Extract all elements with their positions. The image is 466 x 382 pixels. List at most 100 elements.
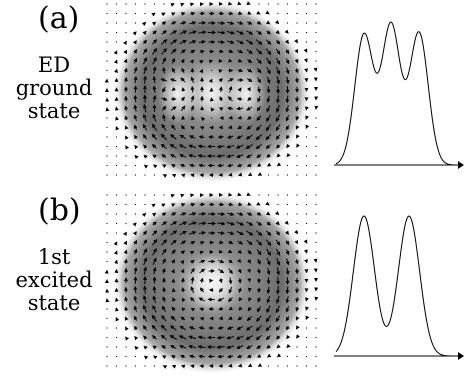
field-arrow xyxy=(123,40,127,46)
field-arrow xyxy=(256,315,262,322)
field-dot xyxy=(115,222,118,225)
field-arrow xyxy=(294,268,299,275)
field-arrow xyxy=(162,355,167,360)
field-dot xyxy=(315,41,317,43)
field-arrow xyxy=(216,154,225,159)
field-arrow xyxy=(247,96,252,101)
field-arrow xyxy=(227,297,233,303)
field-arrow xyxy=(246,154,253,158)
field-dot xyxy=(315,50,317,53)
field-arrow xyxy=(216,345,225,350)
field-arrow xyxy=(125,336,130,341)
field-arrow xyxy=(256,10,261,15)
field-arrow xyxy=(296,143,301,148)
field-dot xyxy=(106,3,108,5)
field-dot xyxy=(286,3,289,5)
field-arrow xyxy=(275,104,280,113)
field-arrow xyxy=(256,221,263,226)
field-arrow xyxy=(180,105,186,112)
field-arrow xyxy=(255,335,262,341)
field-arrow xyxy=(275,124,281,132)
field-dot xyxy=(106,31,108,34)
field-dot xyxy=(163,194,165,196)
field-arrow xyxy=(160,133,168,140)
field-arrow xyxy=(284,230,289,235)
field-arrow xyxy=(285,49,290,55)
field-dot xyxy=(106,50,108,53)
field-arrow xyxy=(190,307,196,312)
field-arrow xyxy=(133,104,138,112)
field-arrow xyxy=(171,67,176,73)
field-arrow xyxy=(151,239,158,246)
field-arrow xyxy=(295,297,300,303)
field-arrow xyxy=(171,173,177,178)
field-arrow xyxy=(266,296,271,304)
field-dot xyxy=(115,336,118,339)
field-dot xyxy=(315,155,317,157)
field-arrow xyxy=(226,345,235,350)
field-arrow xyxy=(171,306,176,312)
field-arrow xyxy=(141,21,147,27)
field-arrow xyxy=(266,67,271,75)
field-arrow xyxy=(198,221,207,226)
field-arrow xyxy=(151,21,157,26)
field-arrow xyxy=(218,86,223,92)
field-arrow xyxy=(236,325,244,331)
field-arrow xyxy=(151,324,158,331)
field-arrow xyxy=(152,75,157,84)
field-arrow xyxy=(217,40,225,44)
field-arrow xyxy=(275,286,280,295)
field-dot xyxy=(106,12,108,15)
field-arrow xyxy=(294,38,298,44)
field-arrow xyxy=(265,124,272,132)
field-arrow xyxy=(179,345,187,349)
field-arrow xyxy=(227,106,234,111)
field-dot xyxy=(144,194,146,196)
field-arrow xyxy=(226,154,235,159)
field-arrow xyxy=(152,285,157,294)
field-arrow xyxy=(199,250,204,255)
field-dot xyxy=(305,213,308,215)
field-arrow xyxy=(303,58,308,63)
field-arrow xyxy=(199,240,205,245)
field-arrow xyxy=(275,48,281,55)
field-dot xyxy=(134,365,137,367)
field-arrow xyxy=(295,125,300,130)
field-dot xyxy=(315,117,317,119)
field-arrow xyxy=(218,268,225,274)
field-arrow xyxy=(123,58,128,64)
field-arrow xyxy=(198,20,207,25)
field-arrow xyxy=(275,134,281,140)
field-dot xyxy=(153,3,156,5)
field-arrow xyxy=(134,345,139,351)
field-arrow xyxy=(246,354,252,358)
field-arrow xyxy=(266,76,271,84)
field-arrow xyxy=(305,315,310,320)
field-arrow xyxy=(276,353,282,358)
field-dot xyxy=(115,194,118,196)
field-arrow xyxy=(266,248,271,256)
panel-a-label: (a) xyxy=(38,1,80,36)
field-dot xyxy=(106,41,108,43)
field-arrow xyxy=(179,230,187,236)
field-dot xyxy=(305,136,308,138)
field-arrow xyxy=(178,335,187,340)
panel-b-desc-line-1: 1st xyxy=(37,245,71,269)
field-arrow xyxy=(246,106,253,111)
field-arrow xyxy=(295,115,300,121)
field-dot xyxy=(115,22,118,24)
field-arrow xyxy=(180,58,185,64)
field-dot xyxy=(115,355,118,358)
field-dot xyxy=(277,203,279,206)
field-arrow xyxy=(189,59,194,64)
field-arrow xyxy=(181,297,186,303)
field-arrow xyxy=(228,125,233,129)
field-dot xyxy=(315,222,317,225)
field-arrow xyxy=(246,316,252,322)
field-dot xyxy=(115,155,118,157)
field-arrow xyxy=(190,364,195,369)
field-dot xyxy=(106,336,108,339)
field-dot xyxy=(153,194,156,196)
field-dot xyxy=(106,346,108,348)
panel-a-description: ED ground state xyxy=(8,54,100,123)
